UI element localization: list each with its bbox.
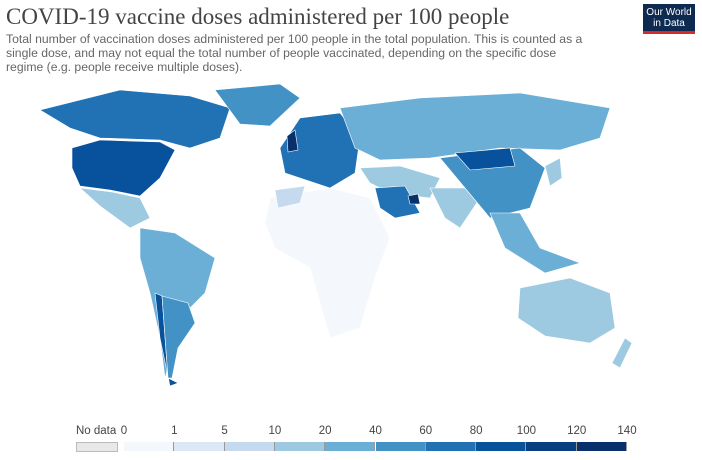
legend-bin[interactable] — [325, 442, 376, 451]
country-japan[interactable] — [544, 157, 563, 187]
country-russia[interactable] — [339, 92, 611, 161]
country-mexico[interactable] — [79, 187, 151, 229]
no-data-swatch — [76, 442, 118, 452]
country-australia[interactable] — [517, 277, 616, 344]
color-legend: No data 0 1 5 10 20 40 60 80 100 120 140 — [0, 420, 702, 460]
legend-tick: 5 — [221, 425, 228, 437]
country-middle-east[interactable] — [359, 165, 441, 199]
legend-tick: 120 — [567, 425, 587, 437]
legend-tick: 40 — [369, 425, 382, 437]
country-india[interactable] — [429, 187, 481, 229]
country-uae[interactable] — [407, 193, 421, 205]
legend-bin[interactable] — [425, 442, 477, 451]
country-argentina[interactable] — [161, 295, 196, 379]
country-morocco[interactable] — [274, 185, 306, 209]
chart-subtitle: Total number of vaccination doses admini… — [6, 32, 583, 74]
legend-tick: 1 — [171, 425, 178, 437]
legend-bin[interactable] — [224, 442, 275, 451]
country-europe[interactable] — [279, 112, 361, 189]
logo-line1: Our World — [646, 7, 692, 18]
legend-bin[interactable] — [274, 442, 326, 451]
owid-logo[interactable]: Our World in Data — [643, 4, 695, 34]
legend-bin[interactable] — [576, 442, 627, 451]
legend-tick: 20 — [318, 425, 332, 437]
country-usa[interactable] — [71, 139, 176, 197]
country-southeast-asia[interactable] — [489, 212, 581, 274]
country-new-zealand[interactable] — [611, 337, 633, 369]
legend-tick: 60 — [419, 425, 433, 437]
country-mongolia[interactable] — [454, 147, 516, 171]
legend-tick: 100 — [516, 425, 536, 437]
no-data-label: No data — [76, 425, 117, 437]
country-saudi-arabia[interactable] — [374, 185, 421, 219]
legend-bin[interactable] — [174, 442, 225, 451]
legend-tick: 80 — [469, 425, 483, 437]
logo-line2: in Data — [653, 18, 685, 29]
legend-bin[interactable] — [476, 442, 527, 451]
world-map — [39, 83, 633, 387]
legend-tick: 10 — [268, 425, 282, 437]
legend-bin[interactable] — [124, 442, 175, 451]
country-africa[interactable] — [264, 187, 391, 339]
legend-tick: 140 — [617, 425, 637, 437]
country-uk[interactable] — [286, 129, 299, 153]
country-greenland[interactable] — [214, 83, 301, 127]
legend-bin[interactable] — [526, 442, 577, 451]
chart-title: COVID-19 vaccine doses administered per … — [6, 4, 510, 29]
legend-tick: 0 — [120, 425, 128, 437]
country-north-america[interactable] — [39, 89, 231, 149]
legend-bin[interactable] — [375, 442, 426, 451]
